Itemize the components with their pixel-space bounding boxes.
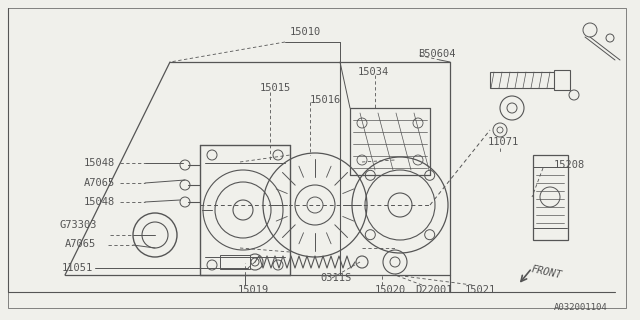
Text: 15016: 15016 <box>310 95 341 105</box>
Text: FRONT: FRONT <box>530 264 563 280</box>
Bar <box>490 72 560 88</box>
Text: 15015: 15015 <box>260 83 291 93</box>
Text: 15020: 15020 <box>375 285 406 295</box>
Text: 15048: 15048 <box>84 197 115 207</box>
Text: 15048: 15048 <box>84 158 115 168</box>
Text: 0311S: 0311S <box>320 273 351 283</box>
Text: 15019: 15019 <box>238 285 269 295</box>
Text: 15034: 15034 <box>358 67 389 77</box>
Text: A7065: A7065 <box>65 239 96 249</box>
Text: A7065: A7065 <box>84 178 115 188</box>
Text: G73303: G73303 <box>60 220 97 230</box>
Text: 11071: 11071 <box>488 137 519 147</box>
Text: D22001: D22001 <box>415 285 452 295</box>
Text: 15010: 15010 <box>290 27 321 37</box>
Text: 11051: 11051 <box>62 263 93 273</box>
Text: 15208: 15208 <box>554 160 585 170</box>
Text: A032001104: A032001104 <box>554 303 608 313</box>
Text: 15021: 15021 <box>465 285 496 295</box>
Text: B50604: B50604 <box>418 49 456 59</box>
Bar <box>554 70 570 90</box>
Bar <box>533 155 568 240</box>
Bar <box>220 255 250 269</box>
